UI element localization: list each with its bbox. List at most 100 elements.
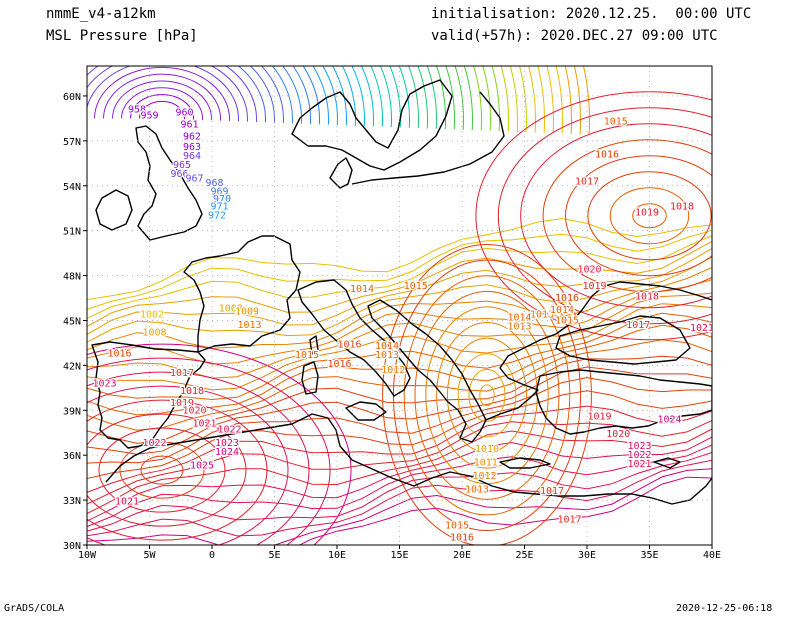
- isobar-value-label: 971: [210, 202, 228, 213]
- isobar-value-label: 1008: [142, 327, 166, 338]
- isobar-value-label: 1022: [142, 438, 166, 449]
- isobar-value-label: 1008: [219, 303, 243, 314]
- isobar: [87, 229, 712, 310]
- isobar-value-label: 1011: [474, 458, 498, 469]
- field-name: MSL Pressure [hPa]: [46, 28, 198, 44]
- isobar-value-label: 966: [170, 169, 188, 180]
- isobar-value-label: 1016: [107, 348, 131, 359]
- y-tick-label: 60N: [63, 92, 81, 103]
- isobar-value-label: 1019: [582, 281, 606, 292]
- isobar: [130, 94, 194, 120]
- isobar: [292, 66, 311, 125]
- isobar: [546, 66, 554, 134]
- isobar: [565, 155, 712, 277]
- isobar-value-label: 1020: [606, 429, 630, 440]
- isobar: [87, 413, 247, 527]
- isobar: [479, 384, 495, 407]
- isobar: [87, 235, 712, 319]
- isobar-value-label: 1019: [170, 398, 194, 409]
- isobar: [497, 107, 712, 325]
- isobar: [87, 444, 712, 528]
- isobar-value-label: 1019: [635, 208, 659, 219]
- isobar-value-label: 1021: [690, 323, 714, 334]
- y-tick-label: 39N: [63, 406, 81, 417]
- isobar: [468, 368, 506, 422]
- isobar: [312, 66, 329, 125]
- isobar: [87, 371, 310, 545]
- isobar-value-label: 1022: [217, 425, 241, 436]
- isobar-value-label: 958: [128, 104, 146, 115]
- isobar-value-label: 1017: [540, 486, 564, 497]
- isobar-value-label: 972: [208, 211, 226, 222]
- isobar: [87, 405, 712, 493]
- isobar-value-label: 1020: [577, 265, 601, 276]
- isobar: [87, 436, 712, 522]
- isobar-value-label: 1021: [115, 497, 139, 508]
- isobar-value-label: 1017: [626, 320, 650, 331]
- isobar-value-label: 1023: [92, 378, 116, 389]
- isobar: [87, 468, 712, 545]
- isobar-value-label: 1012: [381, 365, 405, 376]
- x-tick-label: 15E: [390, 550, 408, 561]
- render-timestamp: 2020-12-25-06:18: [676, 603, 773, 614]
- isobar: [379, 66, 392, 128]
- isobar: [87, 279, 712, 367]
- isobar: [564, 66, 572, 134]
- isobar-value-label: 1022: [627, 450, 651, 461]
- isobar-value-label: 961: [180, 119, 198, 130]
- isobar: [98, 427, 226, 513]
- isobar-value-label: 1009: [235, 306, 259, 317]
- y-tick-label: 51N: [63, 227, 81, 238]
- isobar: [87, 217, 712, 301]
- isobar: [398, 66, 410, 128]
- isobar: [87, 256, 712, 345]
- isobar-value-label: 1016: [327, 359, 351, 370]
- y-tick-label: 48N: [63, 272, 81, 283]
- isobar-value-label: 1015: [445, 521, 469, 532]
- isobar: [298, 476, 712, 545]
- isobar-value-label: 1014: [350, 284, 374, 295]
- isobar: [555, 66, 563, 134]
- x-tick-label: 0: [209, 550, 215, 561]
- isobar: [139, 100, 185, 120]
- software-credit: GrADS/COLA: [4, 603, 65, 614]
- isobar: [454, 66, 464, 130]
- isobar: [119, 441, 205, 499]
- isobar: [260, 66, 284, 124]
- isobar-value-label: 1023: [627, 441, 651, 452]
- isobar-value-label: 960: [175, 107, 193, 118]
- isobar: [121, 87, 203, 120]
- isobar-value-label: 1020: [182, 405, 206, 416]
- isobar: [87, 385, 289, 545]
- isobar: [482, 66, 491, 131]
- isobar-value-label: 1014: [507, 312, 531, 323]
- isobar-value-label: 1013: [530, 309, 554, 320]
- x-tick-label: 5W: [143, 550, 156, 561]
- x-tick-label: 20E: [453, 550, 471, 561]
- isobar: [445, 66, 455, 130]
- isobar: [609, 187, 690, 245]
- isobar-value-label: 1025: [190, 461, 214, 472]
- isobar-value-label: 1021: [192, 419, 216, 430]
- isobar-value-label: 1015: [404, 281, 428, 292]
- isobar: [282, 66, 302, 124]
- isobar-value-label: 1010: [475, 444, 499, 455]
- isobar: [426, 66, 437, 129]
- isobar: [237, 66, 266, 123]
- isobar: [87, 266, 712, 356]
- y-tick-label: 42N: [63, 361, 81, 372]
- isobar: [87, 399, 268, 541]
- model-name: nmmE_v4-a12km: [46, 6, 156, 22]
- isobar: [457, 353, 517, 438]
- isobar-value-label: 1013: [237, 320, 261, 331]
- isobar-value-label: 1013: [375, 350, 399, 361]
- isobar: [382, 244, 592, 545]
- isobar: [87, 324, 712, 416]
- y-tick-label: 45N: [63, 316, 81, 327]
- isobar-value-label: 1014: [375, 341, 399, 352]
- isobar-value-label: 1014: [550, 305, 574, 316]
- y-tick-label: 36N: [63, 451, 81, 462]
- isobar-value-label: 962: [183, 131, 201, 142]
- isobar-value-label: 1023: [215, 438, 239, 449]
